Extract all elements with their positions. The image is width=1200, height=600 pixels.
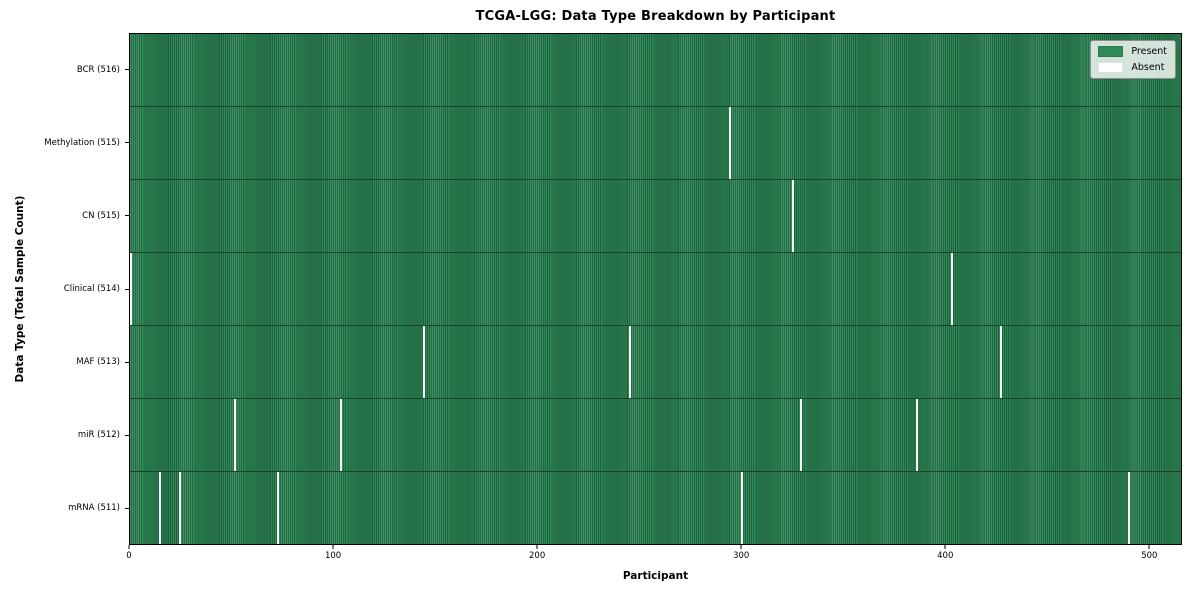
y-tick-label: Methylation (515) [44, 137, 120, 148]
y-tick-label: BCR (516) [76, 64, 120, 75]
absent-marker [916, 399, 919, 471]
y-axis: BCR (516) Methylation (515) CN (515) Clinic… [0, 33, 129, 545]
absent-swatch-icon [1098, 62, 1124, 73]
absent-marker [741, 472, 744, 544]
y-tick-label: mRNA (511) [68, 503, 120, 514]
absent-marker [1128, 472, 1131, 544]
y-tick-mark [125, 215, 129, 217]
legend-entry-absent: Absent [1098, 62, 1167, 73]
absent-marker [950, 253, 953, 325]
y-tick-mark [125, 142, 129, 144]
present-cells [130, 253, 1181, 325]
y-tick-label: MAF (513) [76, 357, 120, 368]
y-tick-label: CN (515) [82, 210, 120, 221]
heatmap-row-cn [130, 179, 1181, 252]
y-tick-mark [125, 507, 129, 509]
heatmap-row-mrna [130, 471, 1181, 544]
present-cells [130, 472, 1181, 544]
y-tick-mark [125, 434, 129, 436]
absent-marker [178, 472, 181, 544]
y-tick-mark [125, 288, 129, 290]
present-cells [130, 399, 1181, 471]
heatmap-row-clinical [130, 252, 1181, 325]
absent-marker [423, 326, 426, 398]
x-tick-label: 300 [733, 551, 750, 561]
y-tick-mark [125, 69, 129, 71]
x-axis-label: Participant [622, 570, 689, 582]
heatmap-row-maf [130, 325, 1181, 398]
y-tick-label: Clinical (514) [63, 284, 120, 294]
chart-title: TCGA-LGG: Data Type Breakdown by Partici… [475, 9, 836, 24]
absent-marker [339, 399, 342, 471]
x-tick-label: 0 [126, 551, 132, 561]
x-tick-mark [1148, 545, 1150, 549]
absent-marker [999, 326, 1002, 398]
present-cells [130, 107, 1181, 179]
present-cells [130, 326, 1181, 398]
absent-marker [728, 107, 731, 179]
heatmap-plot-area: Present Absent [129, 33, 1182, 545]
legend-label-absent: Absent [1131, 62, 1165, 74]
legend-label-present: Present [1131, 46, 1167, 58]
legend-entry-present: Present [1098, 46, 1167, 57]
x-tick-label: 500 [1141, 551, 1158, 561]
heatmap-row-bcr [130, 34, 1181, 106]
absent-marker [130, 253, 132, 325]
absent-marker [276, 472, 279, 544]
x-tick-label: 400 [937, 551, 954, 561]
absent-marker [629, 326, 632, 398]
absent-marker [233, 399, 236, 471]
heatmap-row-mir [130, 398, 1181, 471]
heatmap-row-methylation [130, 106, 1181, 179]
x-tick-mark [332, 545, 334, 549]
present-cells [130, 180, 1181, 252]
x-tick-mark [944, 545, 946, 549]
y-tick-mark [125, 361, 129, 363]
absent-marker [791, 180, 794, 252]
y-tick-label: miR (512) [77, 430, 120, 441]
x-tick-label: 200 [529, 551, 546, 561]
absent-marker [158, 472, 161, 544]
x-tick-mark [740, 545, 742, 549]
present-swatch-icon [1098, 46, 1124, 57]
x-tick-mark [128, 545, 130, 549]
legend: Present Absent [1090, 40, 1176, 79]
present-cells [130, 34, 1181, 106]
absent-marker [800, 399, 803, 471]
x-axis: 0 100 200 300 400 500 [126, 545, 1182, 575]
x-tick-mark [536, 545, 538, 549]
x-tick-label: 100 [324, 551, 342, 561]
